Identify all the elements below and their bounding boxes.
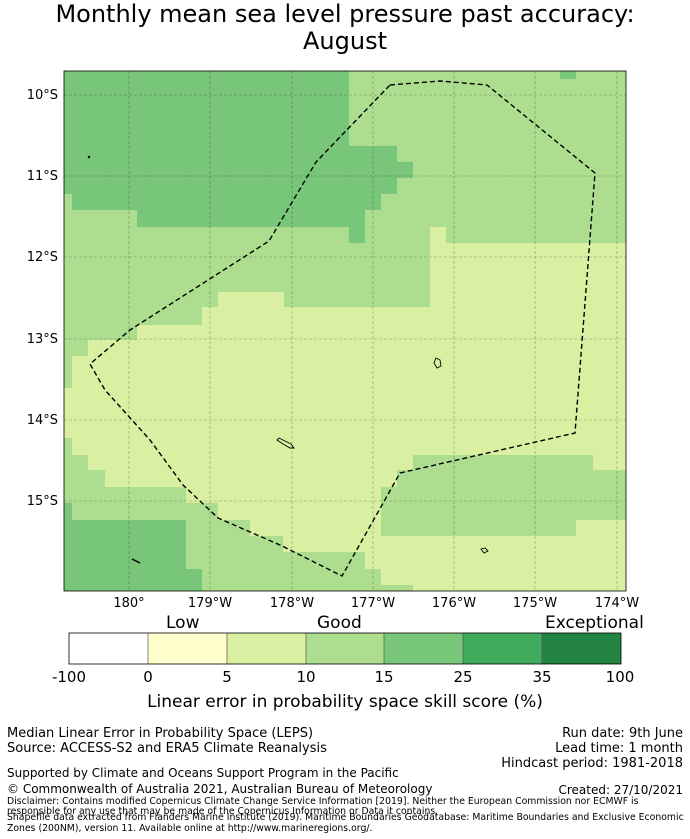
skill-regions-dark xyxy=(64,71,576,591)
lon-label: 180° xyxy=(113,596,144,611)
chart-title-line-2: August xyxy=(303,27,387,55)
colorbar-tick-label: 100 xyxy=(605,668,635,686)
lat-label: 14°S xyxy=(27,413,58,428)
lon-label: 176°W xyxy=(432,596,476,611)
lon-label: 179°W xyxy=(188,596,232,611)
created-date-text: Created: 27/10/2021 xyxy=(558,783,683,797)
skill-region-medium-southeast xyxy=(381,455,626,536)
colorbar xyxy=(68,632,622,665)
lat-label: 12°S xyxy=(27,250,58,265)
colorbar-segment xyxy=(227,633,306,664)
skill-region-dark-southwest xyxy=(64,503,202,591)
longitude-labels: 180° 179°W 178°W 177°W 176°W 175°W 174°W xyxy=(113,596,639,611)
colorbar-frame xyxy=(68,632,622,665)
lon-label: 175°W xyxy=(513,596,557,611)
lat-label: 13°S xyxy=(27,332,58,347)
lon-label: 174°W xyxy=(595,596,639,611)
lon-label: 177°W xyxy=(351,596,395,611)
copyright-text: © Commonwealth of Australia 2021, Austra… xyxy=(7,782,433,796)
map-panel xyxy=(63,70,627,592)
map-gridlines xyxy=(64,71,626,591)
supported-by-text: Supported by Climate and Oceans Support … xyxy=(7,766,399,780)
colorbar-tick-label: 15 xyxy=(374,668,394,686)
colorbar-tick-label: 5 xyxy=(222,668,232,686)
colorbar-category-exceptional: Exceptional xyxy=(545,613,644,633)
lead-time-text: Lead time: 1 month xyxy=(555,741,683,756)
shapefile-line-2: Zones (200NM), version 11. Available onl… xyxy=(7,823,373,834)
island-outlines xyxy=(87,155,489,564)
map-figure: 10°S 11°S 12°S 13°S 14°S 15°S 180° 179°W… xyxy=(27,70,639,665)
shapefile-line-1: Shapefile data extracted from Flanders M… xyxy=(7,812,684,823)
colorbar-label: Linear error in probability space skill … xyxy=(147,692,543,712)
colorbar-tick-label: 0 xyxy=(143,668,153,686)
skill-region-dark-northwest xyxy=(64,71,413,243)
colorbar-category-low: Low xyxy=(166,613,200,633)
island-wallis xyxy=(433,357,442,369)
colorbar-segment xyxy=(306,633,384,664)
disclaimer-line-1: Disclaimer: Contains modified Copernicus… xyxy=(7,796,639,807)
disclaimer-line-2: responsible for any use that may be made… xyxy=(7,806,439,817)
island-islet xyxy=(87,155,91,159)
lat-label: 11°S xyxy=(27,169,58,184)
method-text: Median Linear Error in Probability Space… xyxy=(7,726,314,741)
colorbar-tick-label: -100 xyxy=(51,668,87,686)
island-upolu-savaii xyxy=(276,437,295,449)
eez-boundary xyxy=(89,80,596,577)
latitude-labels: 10°S 11°S 12°S 13°S 14°S 15°S xyxy=(27,88,58,509)
map-frame xyxy=(63,70,627,592)
colorbar-segment xyxy=(542,633,621,664)
colorbar-segment xyxy=(148,633,227,664)
colorbar-segment xyxy=(384,633,463,664)
island-south xyxy=(480,547,489,554)
colorbar-segment xyxy=(463,633,542,664)
lat-label: 15°S xyxy=(27,494,58,509)
lat-label: 10°S xyxy=(27,88,58,103)
run-date-text: Run date: 9th June xyxy=(562,726,683,741)
chart-title-line-1: Monthly mean sea level pressure past acc… xyxy=(55,0,635,28)
colorbar-tick-label: 10 xyxy=(296,668,316,686)
colorbar-category-good: Good xyxy=(317,613,362,633)
colorbar-tick-label: 35 xyxy=(532,668,552,686)
lon-label: 178°W xyxy=(270,596,314,611)
source-text: Source: ACCESS-S2 and ERA5 Climate Reana… xyxy=(7,741,327,756)
island-southwest xyxy=(131,558,141,564)
hindcast-period-text: Hindcast period: 1981-2018 xyxy=(501,756,683,771)
skill-region-dark-northeast xyxy=(560,71,576,79)
colorbar-tick-label: 25 xyxy=(453,668,473,686)
colorbar-segment xyxy=(69,633,148,664)
